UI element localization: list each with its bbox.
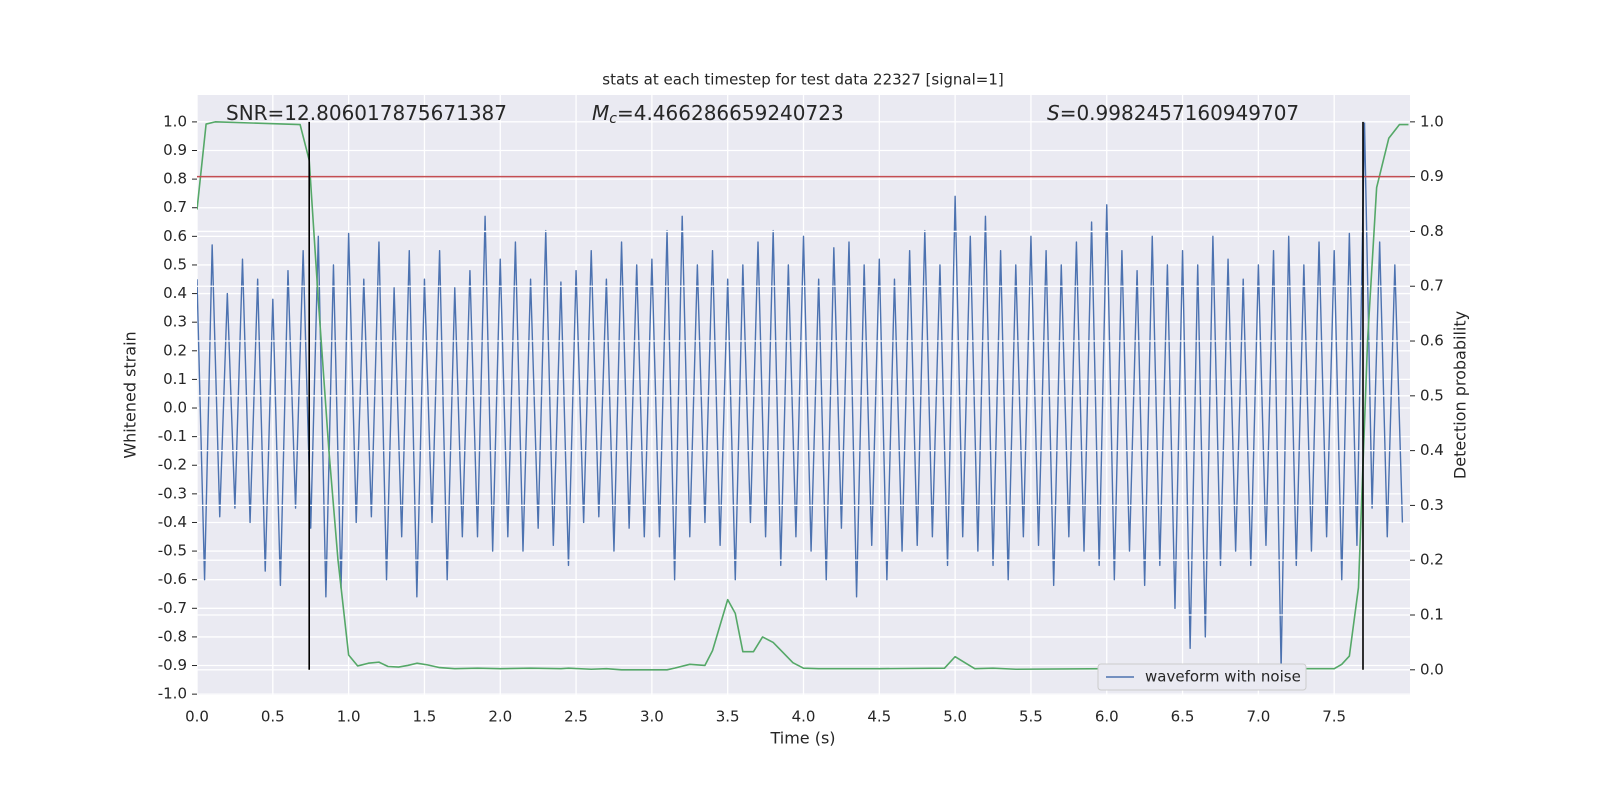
x-tick-label: 1.5 [413, 708, 437, 726]
annotation-symbol: S [1047, 101, 1060, 125]
chart-title: stats at each timestep for test data 223… [602, 71, 1003, 89]
x-tick-label: 5.0 [943, 708, 967, 726]
y2-tick-label: 0.4 [1420, 441, 1444, 459]
legend-label: waveform with noise [1145, 668, 1301, 686]
annotation: S=0.9982457160949707 [1047, 101, 1299, 125]
x-tick-label: 3.5 [716, 708, 740, 726]
x-tick-label: 6.5 [1171, 708, 1195, 726]
y-tick-label: 0.9 [163, 141, 187, 159]
y2-tick-label: 0.8 [1420, 222, 1444, 240]
x-tick-label: 4.0 [792, 708, 816, 726]
y-tick-label: -0.4 [158, 513, 187, 531]
y-tick-label: -0.7 [158, 599, 187, 617]
y-tick-label: -0.5 [158, 542, 187, 560]
y-tick-label: 0.3 [163, 313, 187, 331]
x-tick-label: 1.0 [337, 708, 361, 726]
y-tick-label: 1.0 [163, 112, 187, 130]
y-tick-label: 0.1 [163, 370, 187, 388]
y-tick-label: -0.8 [158, 627, 187, 645]
y-tick-label: -0.3 [158, 484, 187, 502]
y2-tick-label: 0.0 [1420, 660, 1444, 678]
y-tick-label: -0.2 [158, 456, 187, 474]
labels: 0.0 0.5 1.0 1.5 2.0 2.5 3.0 3.5 4.0 4.5 5.0 5.5 6.0 6… [158, 101, 1444, 726]
y2-axis-label: Detection probability [1451, 311, 1470, 479]
y2-tick-label: 1.0 [1420, 112, 1444, 130]
y-tick-label: 0.0 [163, 399, 187, 417]
x-tick-label: 7.0 [1246, 708, 1270, 726]
x-axis-label: Time (s) [769, 729, 835, 748]
annotation-subscript: c [609, 111, 617, 127]
annotation: Mc=4.466286659240723 [592, 101, 844, 128]
x-tick-label: 0.0 [185, 708, 209, 726]
x-tick-label: 7.5 [1322, 708, 1346, 726]
annotation-symbol: M [592, 101, 609, 125]
y-tick-label: 0.5 [163, 255, 187, 273]
grid [196, 95, 1410, 695]
x-tick-label: 3.0 [640, 708, 664, 726]
y2-tick-label: 0.9 [1420, 167, 1444, 185]
y2-tick-label: 0.5 [1420, 386, 1444, 404]
y2-tick-label: 0.1 [1420, 606, 1444, 624]
y2-tick-label: 0.2 [1420, 551, 1444, 569]
annotation: SNR=12.806017875671387 [226, 101, 507, 125]
x-tick-label: 4.5 [867, 708, 891, 726]
data [197, 121, 1410, 671]
y-tick-label: 0.8 [163, 170, 187, 188]
y-tick-label: -0.9 [158, 656, 187, 674]
annotation-text: =4.466286659240723 [617, 101, 844, 125]
y-tick-label: 0.7 [163, 198, 187, 216]
y2-tick-label: 0.6 [1420, 332, 1444, 350]
annotation-text: SNR=12.806017875671387 [226, 101, 507, 125]
x-tick-label: 2.0 [488, 708, 512, 726]
y-tick-label: 0.2 [163, 341, 187, 359]
y-tick-label: -1.0 [158, 685, 187, 703]
x-tick-label: 5.5 [1019, 708, 1043, 726]
legend-box [1097, 663, 1307, 691]
y-axis-label: Whitened strain [121, 331, 140, 458]
x-tick-label: 2.5 [564, 708, 588, 726]
y-tick-label: -0.6 [158, 570, 187, 588]
y-tick-label: 0.4 [163, 284, 187, 302]
y-tick-label: 0.6 [163, 227, 187, 245]
y2-tick-label: 0.3 [1420, 496, 1444, 514]
x-tick-label: 6.0 [1095, 708, 1119, 726]
x-tick-label: 0.5 [261, 708, 285, 726]
y2-tick-label: 0.7 [1420, 277, 1444, 295]
annotation-text: =0.9982457160949707 [1060, 101, 1299, 125]
y-tick-label: -0.1 [158, 427, 187, 445]
